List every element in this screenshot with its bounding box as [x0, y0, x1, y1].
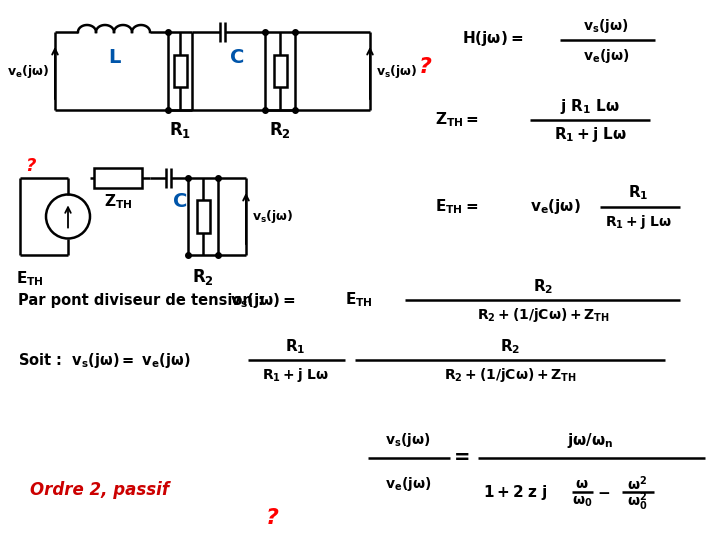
- Text: $\mathbf{R_1 + j\ L\omega}$: $\mathbf{R_1 + j\ L\omega}$: [605, 213, 671, 231]
- Text: $\mathbf{v_s(j\omega)}$: $\mathbf{v_s(j\omega)}$: [583, 17, 629, 35]
- Text: $\mathbf{\omega_0}$: $\mathbf{\omega_0}$: [572, 495, 593, 509]
- Text: Ordre 2, passif: Ordre 2, passif: [30, 481, 170, 499]
- Text: $\mathbf{R_1}$: $\mathbf{R_1}$: [284, 338, 305, 356]
- Text: $\mathbf{R_2}$: $\mathbf{R_2}$: [192, 267, 214, 287]
- Text: $\mathbf{R_2 + (1/jC\omega) + Z_{TH}}$: $\mathbf{R_2 + (1/jC\omega) + Z_{TH}}$: [477, 306, 609, 324]
- Text: $\mathbf{R_2}$: $\mathbf{R_2}$: [269, 120, 291, 140]
- Text: ?: ?: [418, 57, 431, 77]
- Text: $\mathbf{R_2}$: $\mathbf{R_2}$: [500, 338, 521, 356]
- Text: $\mathbf{-}$: $\mathbf{-}$: [598, 484, 611, 500]
- Text: Soit :  $\mathbf{v_s(j\omega) =\ v_e(j\omega)}$: Soit : $\mathbf{v_s(j\omega) =\ v_e(j\om…: [18, 350, 191, 369]
- Text: $\mathbf{E_{TH} =}$: $\mathbf{E_{TH} =}$: [435, 198, 478, 217]
- Text: ?: ?: [266, 508, 279, 528]
- Text: C: C: [230, 48, 244, 67]
- Text: $\mathbf{v_e(j\omega)}$: $\mathbf{v_e(j\omega)}$: [384, 475, 431, 493]
- Text: $\mathbf{Z_{TH} =}$: $\mathbf{Z_{TH} =}$: [435, 111, 479, 130]
- Text: Par pont diviseur de tension :: Par pont diviseur de tension :: [18, 293, 264, 307]
- Text: $\mathbf{E_{TH}}$: $\mathbf{E_{TH}}$: [16, 269, 44, 288]
- Text: $\mathbf{v_e(j\omega)}$: $\mathbf{v_e(j\omega)}$: [582, 47, 629, 65]
- Text: $\mathbf{R_2 + (1/jC\omega) + Z_{TH}}$: $\mathbf{R_2 + (1/jC\omega) + Z_{TH}}$: [444, 366, 576, 384]
- Text: $\mathbf{\omega^2}$: $\mathbf{\omega^2}$: [627, 475, 647, 494]
- Text: $\mathbf{v_s(j\omega) =}$: $\mathbf{v_s(j\omega) =}$: [230, 291, 295, 309]
- Bar: [274, 55, 287, 87]
- Text: C: C: [174, 192, 188, 211]
- Text: $\mathbf{j\ R_1\ L\omega}$: $\mathbf{j\ R_1\ L\omega}$: [560, 98, 620, 117]
- Text: $\mathbf{R_1}$: $\mathbf{R_1}$: [628, 184, 648, 202]
- Text: $\mathbf{Z_{TH}}$: $\mathbf{Z_{TH}}$: [104, 192, 132, 211]
- Text: $\mathbf{v_s(j\omega)}$: $\mathbf{v_s(j\omega)}$: [385, 431, 431, 449]
- Bar: [197, 200, 210, 233]
- Text: $\mathbf{R_1 + j\ L\omega}$: $\mathbf{R_1 + j\ L\omega}$: [554, 125, 626, 144]
- Text: $\mathbf{R_1 + j\ L\omega}$: $\mathbf{R_1 + j\ L\omega}$: [261, 366, 328, 384]
- Text: $\mathbf{v_e(j\omega)}$: $\mathbf{v_e(j\omega)}$: [530, 198, 581, 217]
- Text: $\mathbf{1 + 2\ z\ j}$: $\mathbf{1 + 2\ z\ j}$: [483, 483, 548, 502]
- Text: L: L: [108, 48, 120, 67]
- Text: $\mathbf{E_{TH}}$: $\mathbf{E_{TH}}$: [345, 291, 373, 309]
- Text: $\mathbf{R_2}$: $\mathbf{R_2}$: [533, 278, 553, 296]
- Text: $\mathbf{j\omega/\omega_n}$: $\mathbf{j\omega/\omega_n}$: [567, 430, 613, 449]
- Text: $\mathbf{v_e(j\omega)}$: $\mathbf{v_e(j\omega)}$: [6, 63, 49, 79]
- Bar: [94, 168, 142, 188]
- Text: $\mathbf{R_1}$: $\mathbf{R_1}$: [169, 120, 191, 140]
- Text: $\mathbf{H(j\omega) =}$: $\mathbf{H(j\omega) =}$: [462, 29, 523, 48]
- Text: ?: ?: [24, 157, 35, 175]
- Text: $\mathbf{\omega_0^2}$: $\mathbf{\omega_0^2}$: [626, 491, 647, 514]
- Text: $\mathbf{\omega}$: $\mathbf{\omega}$: [575, 477, 589, 491]
- Text: $\mathbf{v_s(j\omega)}$: $\mathbf{v_s(j\omega)}$: [252, 208, 294, 225]
- Text: $\mathbf{v_s(j\omega)}$: $\mathbf{v_s(j\omega)}$: [376, 63, 418, 79]
- Bar: [174, 55, 186, 87]
- Text: =: =: [454, 449, 470, 468]
